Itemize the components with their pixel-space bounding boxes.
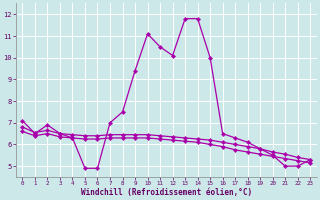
- X-axis label: Windchill (Refroidissement éolien,°C): Windchill (Refroidissement éolien,°C): [81, 188, 252, 197]
